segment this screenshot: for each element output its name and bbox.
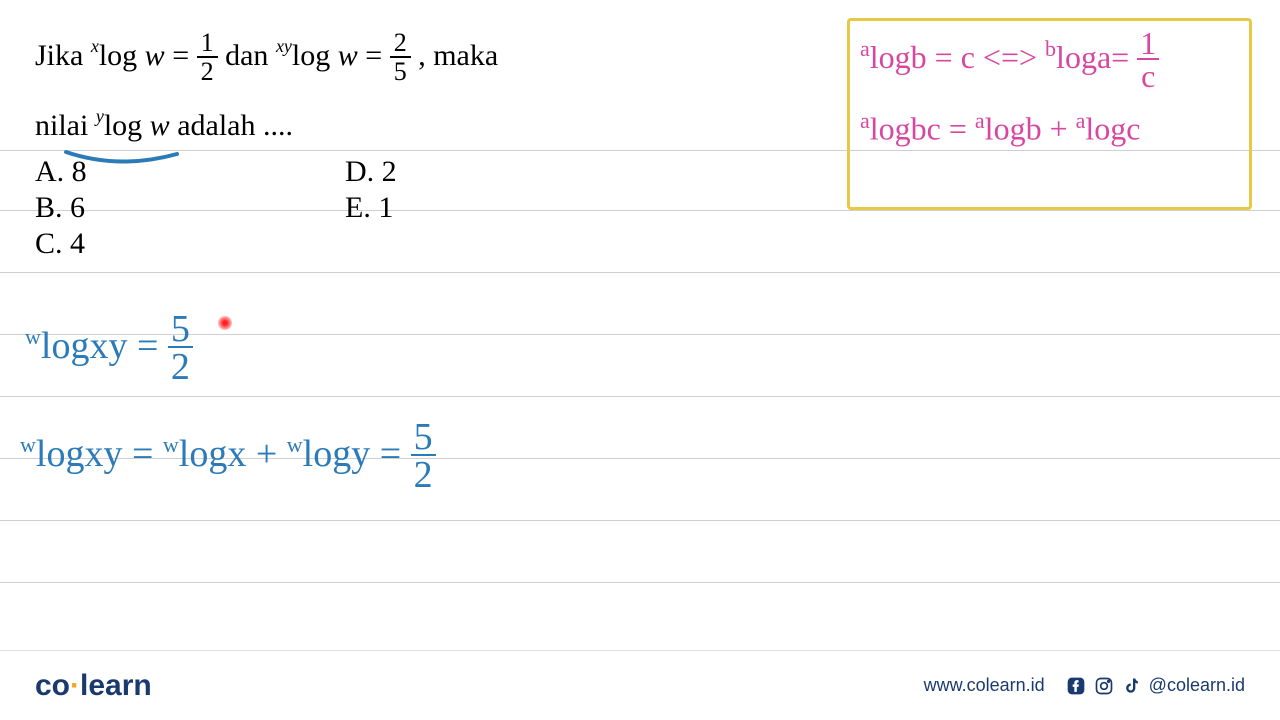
q-text: log	[99, 39, 145, 72]
option-d: D. 2	[345, 155, 435, 189]
q-var: w	[150, 109, 170, 142]
footer-url: www.colearn.id	[924, 675, 1045, 696]
instagram-icon	[1093, 675, 1115, 697]
formula-line-2: alogbc = alogb + alogc	[860, 104, 1239, 153]
fraction: 1c	[1137, 29, 1159, 92]
fraction: 52	[411, 420, 436, 494]
q-sup: x	[91, 36, 99, 56]
logo: co·learn	[35, 669, 152, 703]
option-b: B. 6	[35, 191, 125, 225]
footer: co·learn www.colearn.id @colearn.id	[0, 650, 1280, 720]
footer-right: www.colearn.id @colearn.id	[924, 675, 1245, 697]
q-text: Jika	[35, 39, 91, 72]
q-var: w	[338, 39, 358, 72]
handwritten-work-1: wlogxy = 52	[25, 312, 193, 386]
question-text: Jika xlog w = 12 dan xylog w = 25 , maka…	[35, 30, 498, 147]
option-e: E. 1	[345, 191, 435, 225]
option-a: A. 8	[35, 155, 125, 189]
q-var: w	[145, 39, 165, 72]
fraction: 25	[390, 30, 411, 87]
q-text: =	[165, 39, 197, 72]
q-text: adalah ....	[170, 109, 293, 142]
formula-box: alogb = c <=> bloga= 1c alogbc = alogb +…	[847, 18, 1252, 210]
q-text: log	[292, 39, 338, 72]
facebook-icon	[1065, 675, 1087, 697]
q-text: dan	[218, 39, 276, 72]
q-sup: y	[96, 106, 104, 126]
q-sup: xy	[276, 36, 292, 56]
footer-handle: @colearn.id	[1149, 675, 1245, 696]
fraction: 12	[197, 30, 218, 87]
ruled-line	[0, 582, 1280, 583]
q-text: log	[104, 109, 150, 142]
answer-options: A. 8 D. 2 B. 6 E. 1 C. 4	[35, 155, 435, 263]
ruled-line	[0, 272, 1280, 273]
option-c: C. 4	[35, 227, 125, 261]
social-icons: @colearn.id	[1065, 675, 1245, 697]
q-text: =	[358, 39, 390, 72]
ruled-line	[0, 396, 1280, 397]
q-text: , maka	[411, 39, 498, 72]
formula-line-1: alogb = c <=> bloga= 1c	[860, 29, 1239, 92]
handwritten-work-2: wlogxy = wlogx + wlogy = 52	[20, 420, 436, 494]
laser-pointer-icon	[218, 316, 232, 330]
q-text: nilai	[35, 109, 96, 142]
ruled-line	[0, 520, 1280, 521]
fraction: 52	[168, 312, 193, 386]
tiktok-icon	[1121, 675, 1143, 697]
